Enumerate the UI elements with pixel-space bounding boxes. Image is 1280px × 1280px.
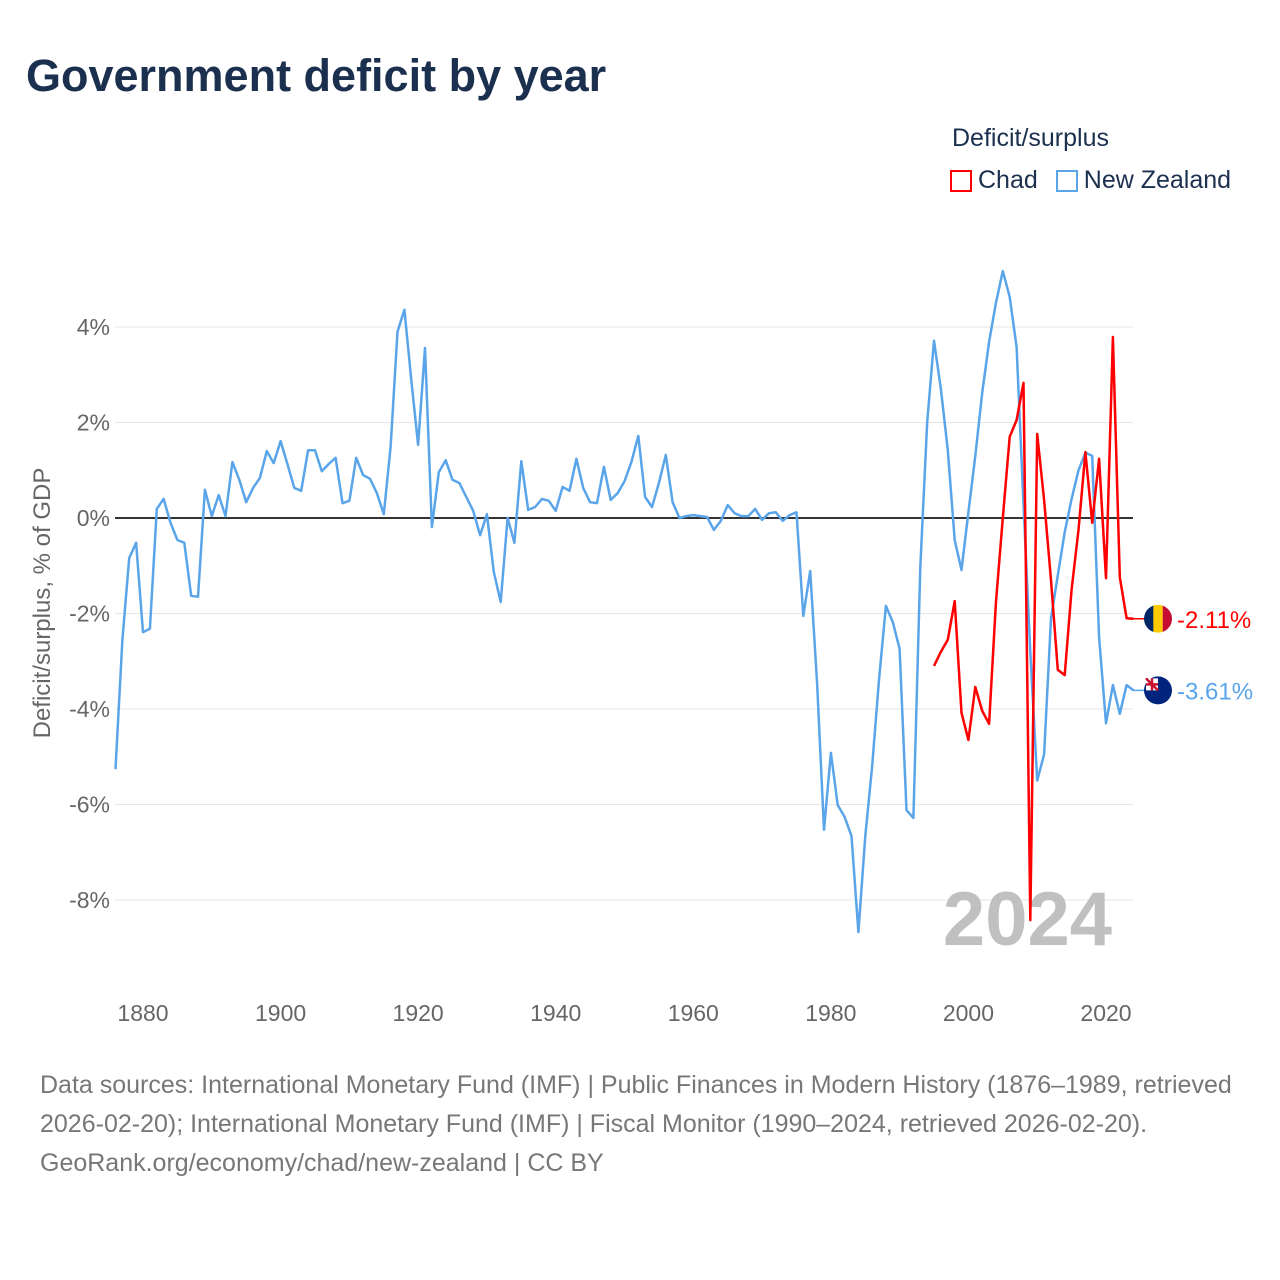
chad-flag-icon: [1144, 604, 1172, 633]
year-watermark: 2024: [943, 877, 1112, 962]
legend: Chad New Zealand: [950, 166, 1231, 195]
series-line-chad[interactable]: [932, 335, 1134, 922]
series-lines: [114, 269, 1135, 934]
series-line-new-zealand[interactable]: [114, 269, 1135, 934]
x-tick-label: 1960: [668, 1000, 719, 1026]
new-zealand-flag-icon: [1144, 676, 1172, 705]
end-label-chad: -2.11%: [1177, 607, 1251, 634]
x-tick-label: 1980: [805, 1000, 856, 1026]
data-sources: Data sources: International Monetary Fun…: [40, 1071, 1232, 1138]
legend-swatch-chad: [950, 169, 972, 192]
legend-label-chad: Chad: [978, 166, 1038, 194]
x-tick-label: 1940: [530, 1000, 581, 1026]
y-tick-label: -4%: [69, 696, 110, 722]
x-tick-label: 1920: [393, 1000, 444, 1026]
credit-link[interactable]: GeoRank.org/economy/chad/new-zealand | C…: [40, 1149, 604, 1177]
legend-title: Deficit/surplus: [952, 124, 1109, 152]
x-tick-label: 2000: [943, 1000, 994, 1026]
x-tick-label: 1880: [117, 1000, 168, 1026]
end-labels: -3.61% -2.11%: [1133, 604, 1253, 705]
y-tick-label: 0%: [77, 505, 110, 531]
footer: Data sources: International Monetary Fun…: [40, 1066, 1240, 1183]
chart-title: Government deficit by year: [26, 50, 607, 101]
y-tick-label: 2%: [77, 410, 110, 436]
y-tick-label: 4%: [77, 314, 110, 340]
x-tick-label: 1900: [255, 1000, 306, 1026]
legend-swatch-new-zealand: [1055, 169, 1078, 192]
grid: 4% 2% 0% -2% -4% -6% -8% 1880 1900 1920 1940 1960 19…: [69, 314, 1133, 1026]
legend-label-new-zealand: New Zealand: [1083, 166, 1232, 194]
y-tick-label: -2%: [69, 601, 110, 627]
y-tick-label: -8%: [69, 887, 110, 913]
end-label-new-zealand: -3.61%: [1177, 678, 1253, 705]
legend-item-new-zealand[interactable]: New Zealand: [1055, 166, 1232, 195]
x-tick-label: 2020: [1080, 1000, 1131, 1026]
y-axis-label: Deficit/surplus, % of GDP: [29, 468, 56, 739]
y-tick-label: -6%: [69, 792, 110, 818]
legend-item-chad[interactable]: Chad: [950, 166, 1038, 195]
